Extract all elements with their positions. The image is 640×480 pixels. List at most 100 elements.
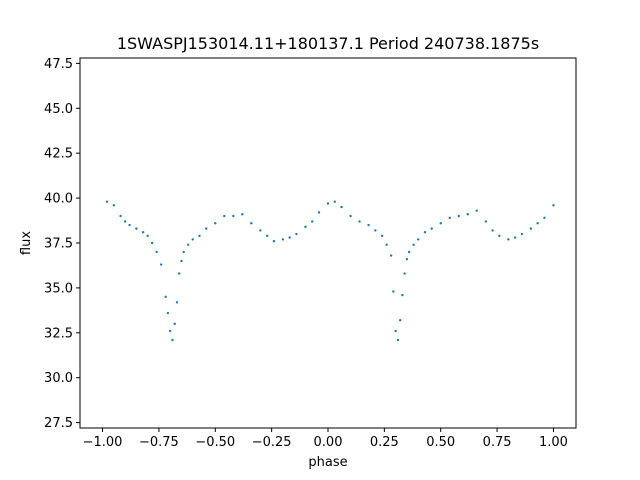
x-tick-label: 0.25 [370,435,399,450]
data-point [389,254,393,257]
x-tick-label: 0.75 [483,435,512,450]
data-point [358,220,361,223]
data-point [166,311,170,315]
data-point [380,234,384,238]
x-tick-label: −1.00 [83,435,123,450]
y-tick-label: 45.0 [44,102,73,117]
data-point [173,322,176,326]
data-point [403,272,406,275]
data-point [180,259,183,263]
data-point [123,220,127,223]
x-axis-label: phase [308,455,347,470]
x-tick-label: 0.50 [426,435,455,450]
data-point [520,232,524,236]
data-point [272,240,276,243]
y-axis-label: flux [19,231,34,255]
data-point [311,220,314,223]
data-point [135,227,138,230]
data-point [423,231,427,234]
data-point [265,234,269,238]
data-point [223,214,226,218]
data-point [164,295,167,299]
data-point [475,209,478,212]
data-point [146,234,149,238]
data-point [191,238,194,241]
x-tick-label: −0.50 [195,435,235,450]
data-point [536,222,539,225]
data-point [119,214,122,218]
data-point [112,204,116,207]
y-tick-label: 27.5 [44,416,73,431]
data-point [288,236,291,239]
data-point [430,227,433,230]
data-point [198,234,201,238]
data-point [405,257,409,261]
data-point [141,231,145,234]
data-point [367,223,370,227]
data-point [178,272,181,275]
data-point [498,234,501,238]
data-point [159,263,163,266]
data-point [394,329,397,333]
data-point [507,238,510,241]
data-point [187,243,190,246]
data-point [281,238,285,241]
data-point [466,213,469,216]
data-point [349,214,352,218]
data-point [205,227,208,230]
data-point [326,202,330,205]
data-point [168,329,172,333]
data-point [484,220,488,223]
data-point [232,214,235,218]
y-tick-label: 35.0 [44,281,73,296]
x-tick-label: −0.75 [139,435,179,450]
data-point [385,243,388,246]
data-point [529,227,533,230]
scatter-points [105,200,555,342]
x-tick-label: −0.25 [252,435,292,450]
data-point [295,232,298,236]
data-point [513,236,517,239]
data-point [171,338,174,342]
data-point [259,229,262,232]
x-axis: −1.00 −0.75 −0.50 −0.25 0.00 0.25 0.50 0.75 1.00 [83,428,568,450]
data-point [412,243,415,246]
data-point [416,238,420,241]
data-point [304,225,307,229]
data-point [543,216,546,220]
data-point [398,319,402,322]
data-point [448,216,451,220]
data-point [250,222,253,225]
y-tick-label: 40.0 [44,192,73,207]
y-tick-label: 37.5 [44,237,73,252]
y-axis: 27.5 30.0 32.5 35.0 37.5 40.0 42.5 45.0 47.5 [44,57,80,431]
data-point [333,200,336,203]
x-tick-label: 0.00 [314,435,343,450]
y-tick-label: 47.5 [44,57,73,72]
data-point [374,229,377,232]
data-point [401,293,404,297]
data-point [457,214,460,218]
data-point [150,241,154,245]
chart-title: 1SWASPJ153014.11+180137.1 Period 240738.… [117,34,539,53]
x-tick-label: 1.00 [539,435,568,450]
data-point [439,222,442,225]
y-tick-label: 42.5 [44,147,73,162]
data-point [155,250,158,254]
data-point [105,200,109,203]
data-point [175,301,179,304]
data-point [241,213,244,216]
data-point [214,222,217,225]
data-point [392,290,395,293]
data-point [407,250,411,254]
data-point [128,223,131,227]
y-tick-label: 32.5 [44,326,73,341]
data-point [491,229,494,232]
y-tick-label: 30.0 [44,371,73,386]
data-point [317,211,321,214]
data-point [182,250,185,254]
data-point [396,338,400,342]
data-point [340,205,343,209]
